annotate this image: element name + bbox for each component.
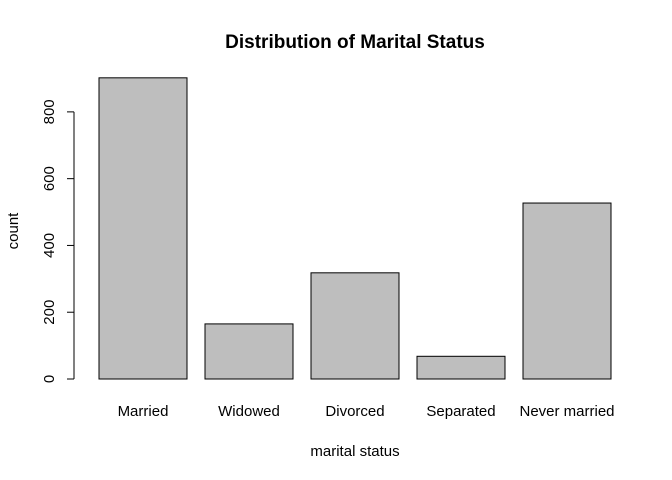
x-tick-label: Separated — [426, 403, 495, 420]
bar — [416, 355, 506, 380]
bar — [98, 77, 188, 380]
y-tick-label: 0 — [41, 375, 58, 383]
y-tick-label: 400 — [41, 233, 58, 258]
x-axis-title: marital status — [310, 443, 399, 460]
y-axis: 0 200 400 600 800 — [41, 99, 75, 383]
bar — [204, 323, 294, 380]
y-tick-label: 600 — [41, 166, 58, 191]
x-tick-label: Widowed — [218, 403, 280, 420]
y-tick-label: 800 — [41, 99, 58, 124]
bars-group — [98, 77, 612, 380]
y-tick-label: 200 — [41, 300, 58, 325]
y-axis-title: count — [5, 212, 22, 250]
bar — [522, 202, 612, 380]
x-tick-label: Divorced — [325, 403, 384, 420]
chart-title: Distribution of Marital Status — [225, 32, 485, 53]
x-tick-label: Never married — [519, 403, 614, 420]
x-tick-label: Married — [118, 403, 169, 420]
x-tick-labels: Married Widowed Divorced Separated Never mar… — [118, 403, 615, 420]
bar — [310, 272, 400, 380]
